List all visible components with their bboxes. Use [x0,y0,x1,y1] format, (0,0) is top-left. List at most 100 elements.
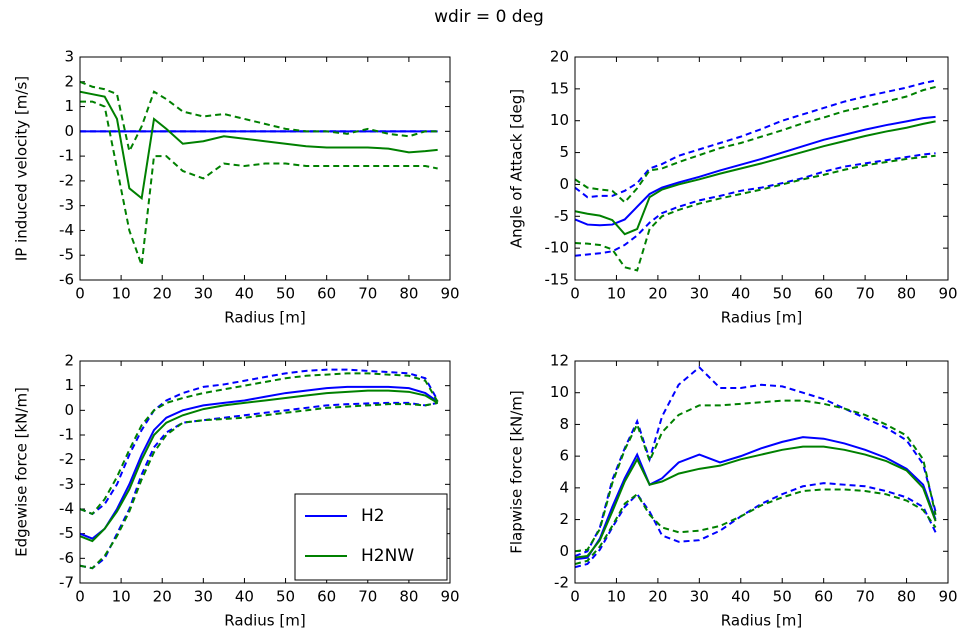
series-bound-line [80,401,438,570]
series-bound-line [80,368,439,516]
series-line [80,385,439,540]
series-line [80,389,439,543]
x-tick-label: 10 [607,285,626,303]
y-tick-label: -15 [545,271,570,289]
x-tick-label: 20 [648,588,667,606]
y-tick-label: 10 [550,383,569,401]
x-tick-label: 60 [814,588,833,606]
series-bound-line [575,79,936,199]
x-axis-label: Radius [m] [224,612,305,630]
x-tick-label: 0 [75,588,85,606]
series-bound-line [575,399,937,553]
y-tick-label: 8 [559,415,569,433]
x-tick-label: 80 [399,285,418,303]
y-tick-label: 12 [550,352,569,370]
series-bound-line [80,80,438,155]
y-tick-label: 6 [559,447,569,465]
x-tick-label: 10 [112,285,131,303]
x-tick-label: 0 [570,285,580,303]
y-tick-label: -10 [545,239,570,257]
plot-frame [79,360,451,584]
y-tick-label: 0 [64,401,74,419]
x-tick-label: 10 [607,588,626,606]
x-tick-label: 80 [399,588,418,606]
y-tick-label: -1 [59,147,74,165]
legend-box [294,493,448,581]
series-bound-line [575,482,937,569]
plot-frame [574,56,949,281]
series-bound-line [575,488,937,565]
y-tick-label: 10 [550,111,569,129]
x-axis-label: Radius [m] [721,309,802,327]
x-tick-label: 30 [194,285,213,303]
y-tick-label: -5 [554,207,569,225]
series-line [575,120,936,236]
series-line [575,436,937,561]
y-tick-label: 2 [559,510,569,528]
x-tick-label: 70 [856,285,875,303]
x-tick-label: 50 [773,285,792,303]
x-tick-label: 20 [648,285,667,303]
series-bound-line [575,154,936,272]
y-tick-label: -2 [59,450,74,468]
series-line [575,115,936,227]
series-line [80,90,438,201]
y-tick-label: 1 [64,376,74,394]
y-tick-label: -3 [59,196,74,214]
x-tick-label: 40 [731,285,750,303]
y-tick-label: 2 [64,72,74,90]
plot-frame [574,360,949,584]
y-tick-label: 15 [550,79,569,97]
y-tick-label: -4 [59,221,74,239]
y-tick-label: 4 [559,478,569,496]
series-line [575,445,937,559]
x-tick-label: 60 [317,285,336,303]
y-tick-label: 0 [64,122,74,140]
y-tick-label: -3 [59,475,74,493]
y-tick-label: -5 [59,524,74,542]
series-bound-line [575,365,937,557]
x-tick-label: 90 [440,588,459,606]
series-bound-line [80,372,439,516]
x-tick-label: 50 [773,588,792,606]
x-tick-label: 90 [440,285,459,303]
y-tick-label: -5 [59,246,74,264]
y-tick-label: -2 [59,171,74,189]
x-tick-label: 70 [358,285,377,303]
x-tick-label: 30 [194,588,213,606]
x-tick-label: 50 [276,285,295,303]
x-tick-label: 70 [856,588,875,606]
x-tick-label: 50 [276,588,295,606]
y-tick-label: -4 [59,500,74,518]
y-tick-label: -7 [59,574,74,592]
series-bound-line [575,85,936,204]
x-tick-label: 80 [897,588,916,606]
legend-label: H2NW [361,546,414,566]
x-tick-label: 20 [153,285,172,303]
x-tick-label: 90 [938,285,957,303]
y-tick-label: 0 [559,175,569,193]
x-tick-label: 10 [112,588,131,606]
x-axis-label: Radius [m] [224,309,305,327]
legend-label: H2 [361,506,385,526]
x-tick-label: 0 [570,588,580,606]
plot-frame [79,56,451,281]
x-axis-label: Radius [m] [721,612,802,630]
y-tick-label: 3 [64,48,74,66]
x-tick-label: 90 [938,588,957,606]
x-tick-label: 40 [235,285,254,303]
y-tick-label: -2 [554,574,569,592]
figure-title: wdir = 0 deg [434,7,544,27]
x-tick-label: 60 [317,588,336,606]
series-bound-line [575,152,936,257]
y-tick-label: -6 [59,549,74,567]
y-axis-label: Edgewise force [kN/m] [13,387,31,557]
y-tick-label: 1 [64,97,74,115]
series-bound-line [80,401,438,570]
y-tick-label: 2 [64,352,74,370]
y-tick-label: 5 [559,143,569,161]
y-tick-label: 20 [550,48,569,66]
x-tick-label: 30 [690,285,709,303]
